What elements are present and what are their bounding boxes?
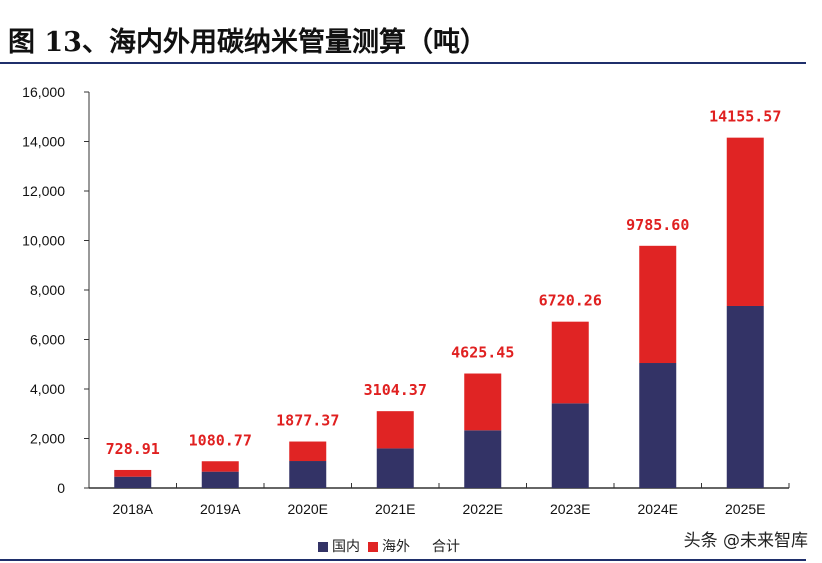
total-data-label: 9785.60 [626,216,689,234]
bar-domestic [639,363,677,488]
bar-overseas [201,461,239,472]
bar-overseas [114,469,152,477]
bar-overseas [726,137,764,306]
bar-overseas [464,373,502,431]
legend-overseas-label: 海外 [382,539,410,555]
x-category-label: 2021E [375,501,415,517]
y-tick-label: 2,000 [30,431,65,447]
total-data-label: 1080.77 [189,431,252,449]
bar-overseas [376,411,414,449]
legend: 国内 海外 合计 [318,536,460,556]
y-tick-label: 10,000 [22,233,65,249]
y-tick-label: 0 [57,480,65,496]
x-category-label: 2024E [638,501,678,517]
total-data-label: 1877.37 [276,412,339,430]
y-tick-label: 12,000 [22,183,65,199]
x-category-label: 2025E [725,501,765,517]
bar-domestic [551,403,589,488]
watermark: 头条 @未来智库 [683,531,808,551]
legend-overseas: 海外 [368,536,410,556]
bottom-rule [0,559,806,561]
bar-domestic [464,430,502,488]
x-category-label: 2022E [463,501,503,517]
bar-overseas [289,441,327,462]
legend-total-label: 合计 [432,539,460,555]
x-category-label: 2019A [200,501,241,517]
legend-domestic-label: 国内 [332,539,360,555]
bar-overseas [551,321,589,404]
bar-domestic [114,476,152,488]
y-tick-label: 14,000 [22,134,65,150]
top-rule [0,62,806,64]
x-category-label: 2018A [113,501,154,517]
y-tick-label: 4,000 [30,381,65,397]
bar-domestic [289,461,327,488]
legend-domestic: 国内 [318,536,360,556]
chart-title: 图 13、海内外用碳纳米管量测算（吨） [8,27,487,58]
x-category-label: 2020E [288,501,328,517]
y-tick-label: 8,000 [30,282,65,298]
y-tick-label: 16,000 [22,84,65,100]
bar-domestic [376,448,414,488]
total-data-label: 6720.26 [539,292,602,310]
total-data-label: 728.91 [106,440,160,458]
x-category-label: 2023E [550,501,590,517]
total-data-label: 14155.57 [709,108,781,126]
bar-domestic [726,305,764,488]
bar-domestic [201,471,239,488]
total-data-label: 3104.37 [364,381,427,399]
y-tick-label: 6,000 [30,332,65,348]
bar-overseas [639,245,677,364]
total-data-label: 4625.45 [451,344,514,362]
